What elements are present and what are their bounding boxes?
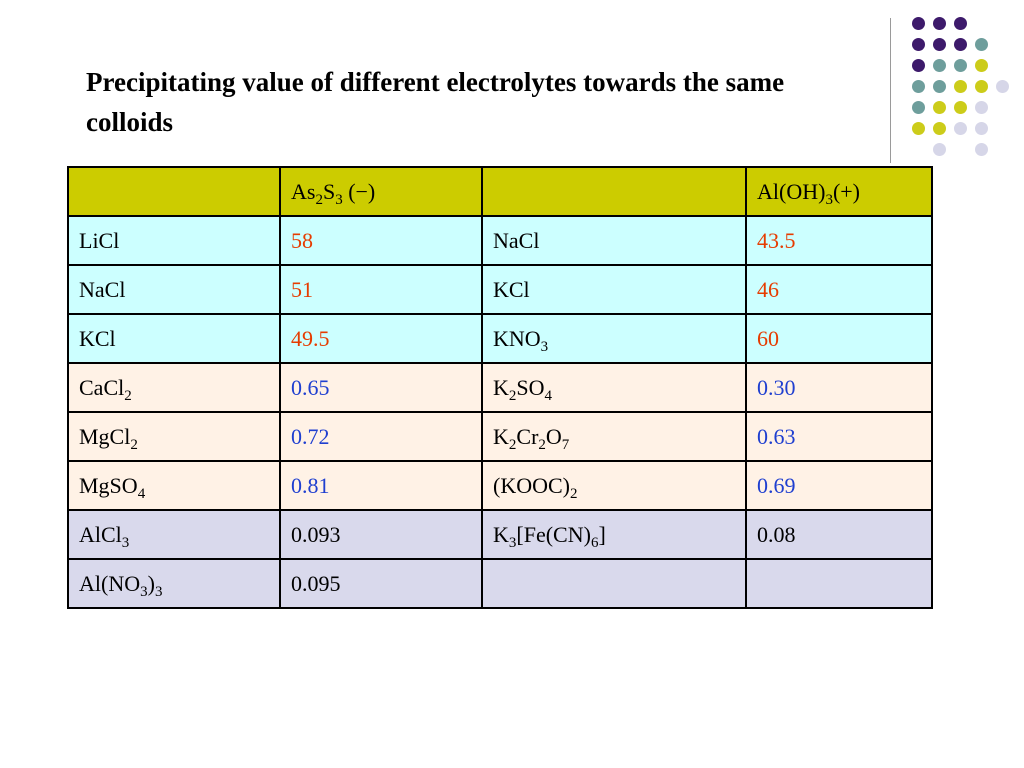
- header-cell-electrolyte-1: [67, 166, 281, 217]
- divider-line: [890, 18, 891, 163]
- as2s3-value-cell: 0.81: [279, 460, 483, 511]
- decorative-dot-icon: [954, 59, 967, 72]
- as2s3-value-cell: 49.5: [279, 313, 483, 364]
- table-row: MgSO4 0.81 (KOOC)2 0.69: [67, 460, 933, 511]
- electrolyte-cell: MgCl2: [67, 411, 281, 462]
- decorative-dot-icon: [933, 143, 946, 156]
- aloh3-value-cell: [745, 558, 933, 609]
- electrolyte-cell: KCl: [67, 313, 281, 364]
- aloh3-value-cell: 0.30: [745, 362, 933, 413]
- aloh3-value-cell: 0.63: [745, 411, 933, 462]
- electrolyte-cell: NaCl: [67, 264, 281, 315]
- aloh3-value-cell: 60: [745, 313, 933, 364]
- electrolyte-cell: LiCl: [67, 215, 281, 266]
- decorative-dot-icon: [954, 101, 967, 114]
- decorative-dot-icon: [975, 59, 988, 72]
- aloh3-value-cell: 46: [745, 264, 933, 315]
- decorative-dot-icon: [975, 80, 988, 93]
- decorative-dot-icon: [975, 38, 988, 51]
- electrolyte-cell: AlCl3: [67, 509, 281, 560]
- table-header-row: As2S3 (−) Al(OH)3(+): [67, 166, 933, 217]
- decorative-dot-icon: [933, 122, 946, 135]
- decorative-dot-icon: [954, 17, 967, 30]
- table-row: Al(NO3)3 0.095: [67, 558, 933, 609]
- table-row: KCl 49.5 KNO3 60: [67, 313, 933, 364]
- table-row: MgCl2 0.72 K2Cr2O7 0.63: [67, 411, 933, 462]
- decorative-dot-icon: [912, 59, 925, 72]
- electrolyte-cell: Al(NO3)3: [67, 558, 281, 609]
- header-cell-as2s3: As2S3 (−): [279, 166, 483, 217]
- aloh3-value-cell: 0.08: [745, 509, 933, 560]
- decorative-dot-icon: [912, 80, 925, 93]
- aloh3-value-cell: 43.5: [745, 215, 933, 266]
- electrolyte-cell: K3[Fe(CN)6]: [481, 509, 747, 560]
- electrolyte-cell: (KOOC)2: [481, 460, 747, 511]
- decorative-dot-icon: [933, 101, 946, 114]
- decorative-dot-icon: [912, 122, 925, 135]
- decorative-dot-icon: [933, 17, 946, 30]
- decorative-dot-icon: [975, 143, 988, 156]
- decorative-dot-icon: [954, 122, 967, 135]
- decorative-dot-icon: [912, 17, 925, 30]
- as2s3-value-cell: 0.65: [279, 362, 483, 413]
- electrolyte-cell: K2SO4: [481, 362, 747, 413]
- decorative-dot-icon: [954, 38, 967, 51]
- electrolyte-cell: K2Cr2O7: [481, 411, 747, 462]
- decorative-dot-icon: [912, 38, 925, 51]
- decorative-dot-icon: [933, 38, 946, 51]
- header-cell-electrolyte-2: [481, 166, 747, 217]
- table-row: NaCl 51 KCl 46: [67, 264, 933, 315]
- decorative-dot-icon: [975, 101, 988, 114]
- table-row: LiCl 58 NaCl 43.5: [67, 215, 933, 266]
- table-row: AlCl3 0.093 K3[Fe(CN)6] 0.08: [67, 509, 933, 560]
- electrolyte-cell: MgSO4: [67, 460, 281, 511]
- decorative-dot-icon: [954, 80, 967, 93]
- header-cell-aloh3: Al(OH)3(+): [745, 166, 933, 217]
- as2s3-value-cell: 0.093: [279, 509, 483, 560]
- electrolyte-cell: NaCl: [481, 215, 747, 266]
- as2s3-value-cell: 51: [279, 264, 483, 315]
- electrolyte-cell: KCl: [481, 264, 747, 315]
- electrolyte-cell: CaCl2: [67, 362, 281, 413]
- decorative-dot-icon: [912, 101, 925, 114]
- slide-title: Precipitating value of different electro…: [86, 67, 785, 137]
- decorative-dot-icon: [975, 122, 988, 135]
- decorative-dot-icon: [933, 59, 946, 72]
- electrolyte-cell: [481, 558, 747, 609]
- aloh3-value-cell: 0.69: [745, 460, 933, 511]
- table-row: CaCl2 0.65 K2SO4 0.30: [67, 362, 933, 413]
- as2s3-value-cell: 0.095: [279, 558, 483, 609]
- as2s3-value-cell: 58: [279, 215, 483, 266]
- precipitating-value-table: As2S3 (−) Al(OH)3(+) LiCl 58 NaCl 43.5 NaCl 5…: [67, 166, 933, 609]
- decorative-dot-icon: [996, 80, 1009, 93]
- electrolyte-cell: KNO3: [481, 313, 747, 364]
- as2s3-value-cell: 0.72: [279, 411, 483, 462]
- decorative-dot-icon: [933, 80, 946, 93]
